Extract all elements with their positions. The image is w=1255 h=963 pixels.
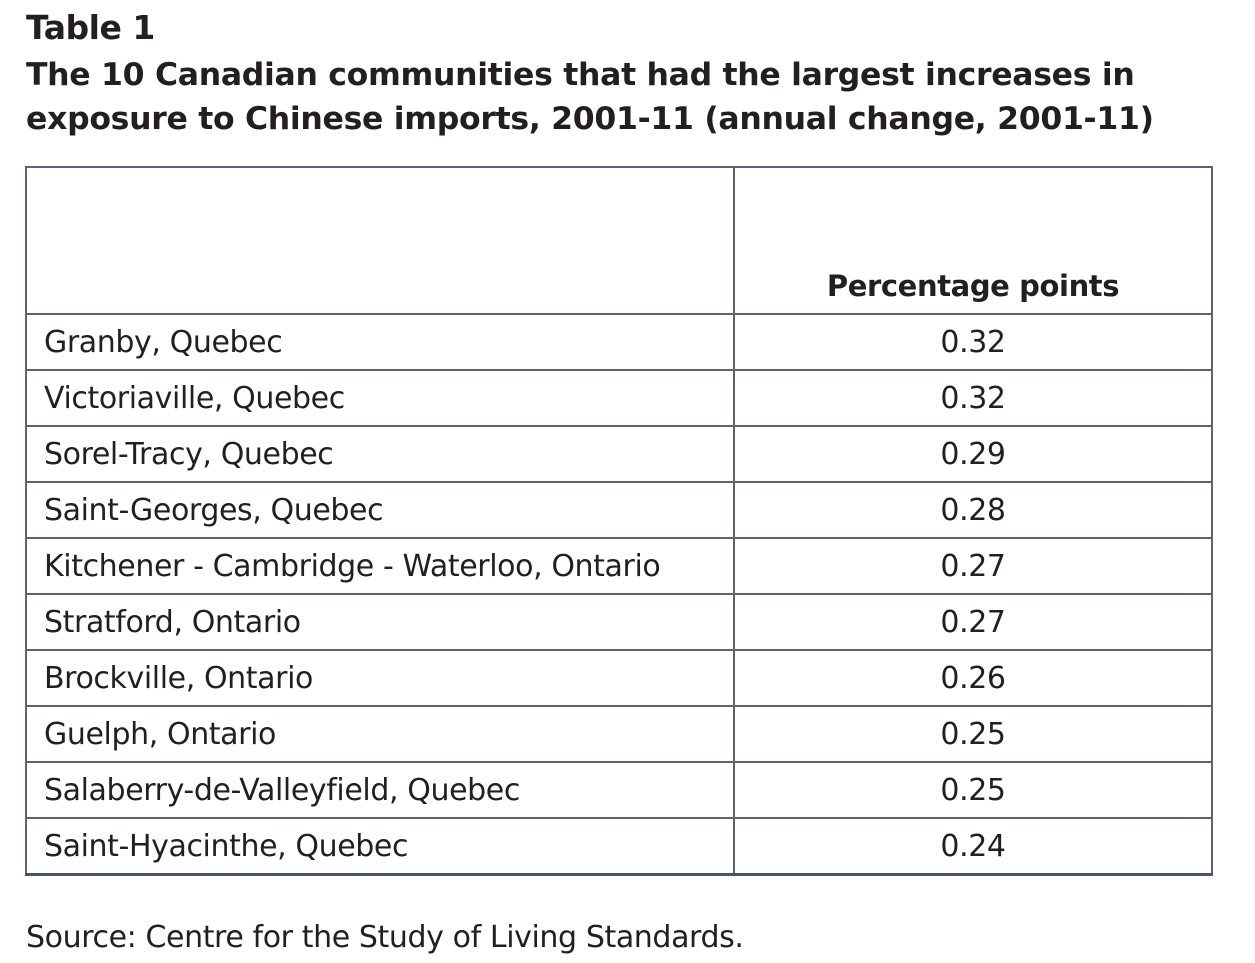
table-row: Brockville, Ontario 0.26	[25, 649, 1213, 707]
percentage-value: 0.24	[733, 817, 1213, 876]
community-name: Victoriaville, Quebec	[25, 369, 735, 427]
table-row: Sorel-Tracy, Quebec 0.29	[25, 425, 1213, 483]
table-row: Saint-Georges, Quebec 0.28	[25, 481, 1213, 539]
percentage-value: 0.32	[733, 369, 1213, 427]
percentage-value: 0.28	[733, 481, 1213, 539]
community-name: Sorel-Tracy, Quebec	[25, 425, 735, 483]
percentage-value: 0.25	[733, 761, 1213, 819]
table-row: Stratford, Ontario 0.27	[25, 593, 1213, 651]
percentage-value: 0.29	[733, 425, 1213, 483]
community-name: Granby, Quebec	[25, 313, 735, 371]
community-name: Saint-Hyacinthe, Quebec	[25, 817, 735, 876]
percentage-value: 0.25	[733, 705, 1213, 763]
header-row: Percentage points	[25, 166, 1213, 315]
table-row: Granby, Quebec 0.32	[25, 313, 1213, 371]
community-name: Salaberry-de-Valleyfield, Quebec	[25, 761, 735, 819]
percentage-value: 0.26	[733, 649, 1213, 707]
community-name: Saint-Georges, Quebec	[25, 481, 735, 539]
header-percentage-points: Percentage points	[733, 166, 1213, 315]
source-note: Source: Centre for the Study of Living S…	[26, 920, 744, 955]
percentage-value: 0.27	[733, 593, 1213, 651]
percentage-value: 0.32	[733, 313, 1213, 371]
table-row: Guelph, Ontario 0.25	[25, 705, 1213, 763]
table-row: Saint-Hyacinthe, Quebec 0.24	[25, 817, 1213, 876]
table-title: The 10 Canadian communities that had the…	[26, 57, 1154, 137]
data-table: Percentage points Granby, Quebec 0.32 Vi…	[25, 166, 1213, 876]
community-name: Guelph, Ontario	[25, 705, 735, 763]
table-row: Kitchener - Cambridge - Waterloo, Ontari…	[25, 537, 1213, 595]
table-row: Salaberry-de-Valleyfield, Quebec 0.25	[25, 761, 1213, 819]
community-name: Kitchener - Cambridge - Waterloo, Ontari…	[25, 537, 735, 595]
percentage-value: 0.27	[733, 537, 1213, 595]
community-name: Brockville, Ontario	[25, 649, 735, 707]
header-community	[25, 166, 735, 315]
table-label: Table 1	[26, 8, 155, 47]
table-row: Victoriaville, Quebec 0.32	[25, 369, 1213, 427]
community-name: Stratford, Ontario	[25, 593, 735, 651]
